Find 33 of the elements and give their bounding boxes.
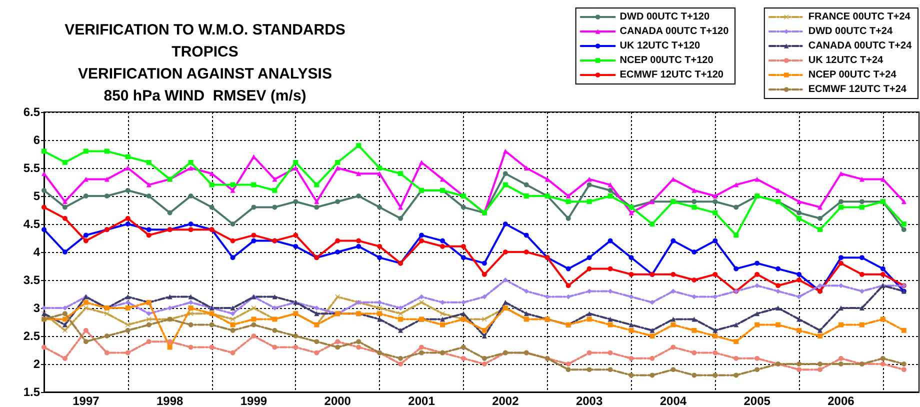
y-tick-label: 4 (33, 245, 40, 259)
y-tick-label: 6 (33, 133, 40, 147)
x-tick-label: 2004 (660, 394, 687, 407)
legend-label: ECMWF 12UTC T+24 (808, 84, 907, 95)
legend-label: CANADA 00UTC T+24 (808, 40, 912, 52)
y-tick-label: 2 (33, 357, 40, 371)
y-tick-label: 2.5 (23, 329, 40, 343)
y-tick-label: 6.5 (23, 105, 40, 119)
x-tick-label: 2002 (492, 394, 520, 407)
legend-label: DWD 00UTC T+24 (808, 26, 893, 37)
legend-label: DWD 00UTC T+120 (620, 12, 710, 22)
y-tick-label: 1.5 (23, 385, 40, 399)
chart-title: VERIFICATION TO W.M.O. STANDARDS TROPICS VERIFICATION AGAINST ANALYSIS 850 hPa WIND RMSEV (m/s) (64, 22, 346, 104)
x-tick-label: 2006 (828, 394, 855, 407)
legend-label: UK 12UTC T+120 (620, 40, 701, 52)
legend-label: CANADA 00UTC T+120 (620, 26, 730, 37)
y-tick-label: 4.5 (23, 217, 40, 231)
legend-label: NCEP 00UTC T+24 (808, 70, 897, 80)
legend-label: UK 12UTC T+24 (808, 55, 884, 66)
x-tick-label: 1998 (156, 394, 184, 407)
x-tick-label: 2003 (576, 394, 603, 407)
x-tick-label: 1997 (72, 394, 100, 407)
legend-label: FRANCE 00UTC T+24 (808, 12, 911, 22)
y-tick-label: 5 (33, 189, 40, 203)
legend-label: ECMWF 12UTC T+120 (620, 70, 724, 80)
y-tick-label: 5.5 (23, 161, 40, 175)
y-tick-label: 3.5 (23, 273, 40, 287)
x-tick-label: 2001 (408, 394, 436, 407)
x-tick-label: 2000 (324, 394, 352, 407)
x-tick-label: 1999 (240, 394, 268, 407)
x-tick-label: 2005 (744, 394, 771, 407)
legend-label: NCEP 00UTC T+120 (620, 55, 714, 66)
y-tick-label: 3 (33, 301, 40, 315)
